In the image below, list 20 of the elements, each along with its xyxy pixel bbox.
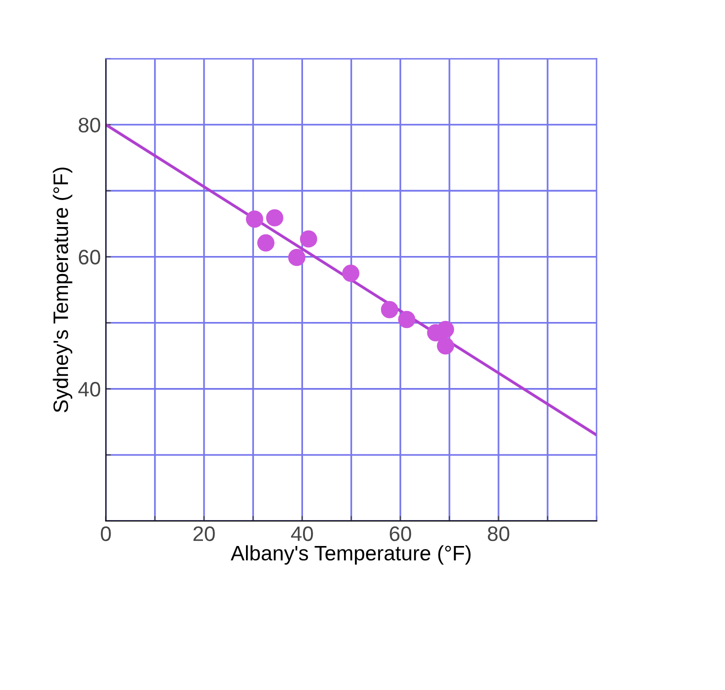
point [398,310,416,328]
y-tick-label: 40 [78,382,100,397]
x-tick-label: 40 [291,526,313,542]
point [246,210,264,228]
point [288,248,306,266]
point [300,230,318,248]
x-axis-title: Albany's Temperature (°F) [230,545,471,565]
x-tick-label: 80 [488,526,510,542]
point [342,264,360,282]
x-tick-label: 60 [390,526,412,542]
point [257,234,274,252]
point [436,320,454,338]
y-axis-title: Sydney's Temperature (°F) [52,168,72,412]
y-tick-label: 80 [78,118,100,132]
y-tick-label: 60 [78,250,100,265]
point [380,301,398,318]
point [436,337,454,355]
x-tick-label: 0 [100,526,111,542]
point [266,209,284,226]
x-tick-label: 20 [193,526,215,542]
